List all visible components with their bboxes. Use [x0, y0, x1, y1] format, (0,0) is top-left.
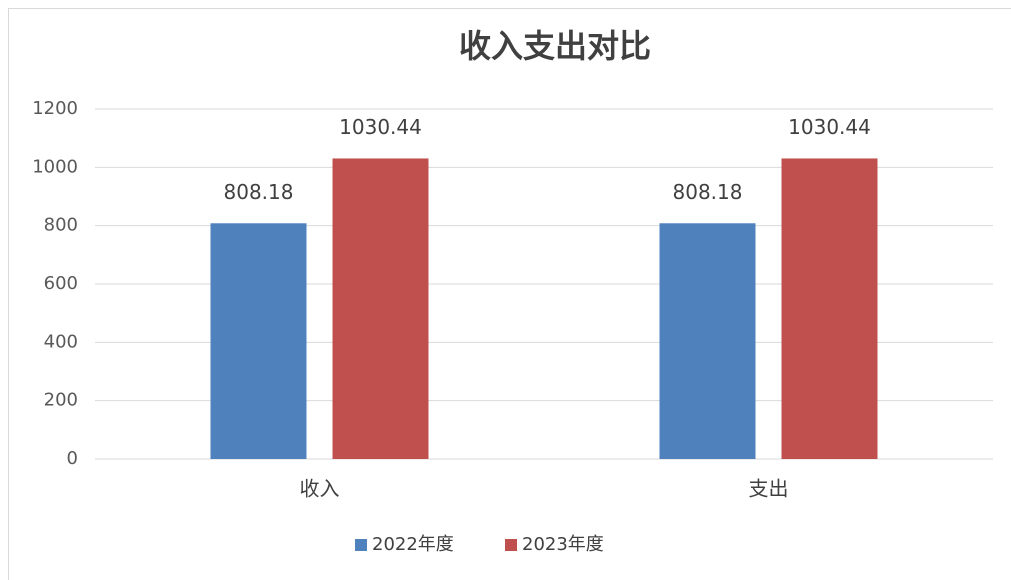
bar [332, 158, 429, 459]
y-tick-label: 600 [44, 273, 78, 294]
y-tick-label: 200 [44, 390, 78, 411]
legend-label: 2023年度 [522, 534, 604, 555]
y-tick-label: 400 [44, 331, 78, 352]
y-tick-label: 1200 [32, 98, 78, 119]
bar [781, 158, 878, 459]
chart-title: 收入支出对比 [459, 27, 651, 65]
data-label: 1030.44 [788, 115, 871, 139]
data-label: 1030.44 [339, 115, 422, 139]
legend-swatch [355, 539, 367, 551]
y-tick-label: 800 [44, 215, 78, 236]
x-tick-label: 收入 [300, 477, 340, 501]
legend-label: 2022年度 [372, 534, 454, 555]
y-tick-label: 0 [67, 448, 78, 469]
bar [659, 223, 756, 459]
bar [210, 223, 307, 459]
data-label: 808.18 [224, 180, 294, 204]
x-tick-label: 支出 [749, 477, 789, 501]
y-tick-label: 1000 [32, 156, 78, 177]
data-label: 808.18 [673, 180, 743, 204]
legend-swatch [505, 539, 517, 551]
